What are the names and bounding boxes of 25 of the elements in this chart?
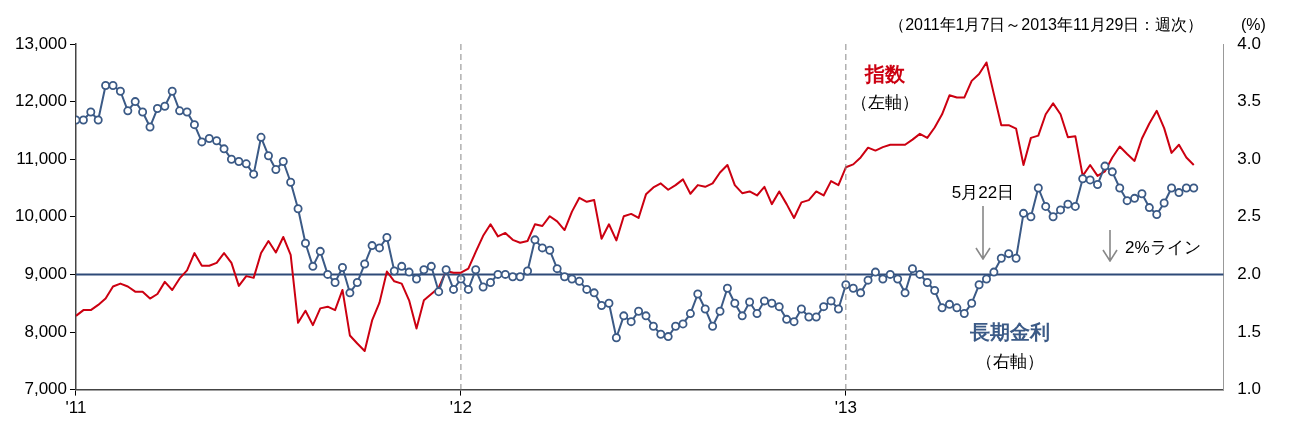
y-tick-label: 9,000 (24, 264, 67, 284)
y2-tick-label: 2.5 (1237, 206, 1262, 226)
y-tick-label: 12,000 (15, 91, 67, 111)
x-tick-label: '11 (65, 398, 87, 418)
y-tick-label: 8,000 (24, 321, 67, 341)
y-tick-label: 11,000 (16, 148, 67, 168)
y2-tick-label: 2.0 (1237, 264, 1262, 284)
chart-subtitle: （2011年1月7日～2013年11月29日：週次） (889, 16, 1204, 33)
series-label: 長期金利 (969, 320, 1050, 343)
y-tick-label: 10,000 (15, 206, 67, 226)
y2-tick-label: 1.5 (1237, 321, 1262, 341)
y2-tick-label: 3.5 (1237, 91, 1262, 111)
y2-tick-label: 1.0 (1237, 379, 1262, 399)
annotation: 5月22日 (951, 182, 1015, 202)
x-tick-label: '13 (834, 398, 857, 418)
x-tick-label: '12 (449, 398, 472, 418)
y-tick-label: 13,000 (15, 33, 67, 53)
text: 指数 (864, 62, 906, 85)
annotation: （左軸） (851, 92, 919, 112)
y2-axis-title: (%) (1240, 16, 1266, 33)
y2-tick-label: 3.0 (1237, 148, 1262, 168)
annotation: 2%ライン (1125, 237, 1201, 257)
y-tick-label: 7,000 (24, 379, 67, 399)
y2-tick-label: 4.0 (1237, 33, 1262, 53)
annotation: （右軸） (976, 351, 1044, 371)
